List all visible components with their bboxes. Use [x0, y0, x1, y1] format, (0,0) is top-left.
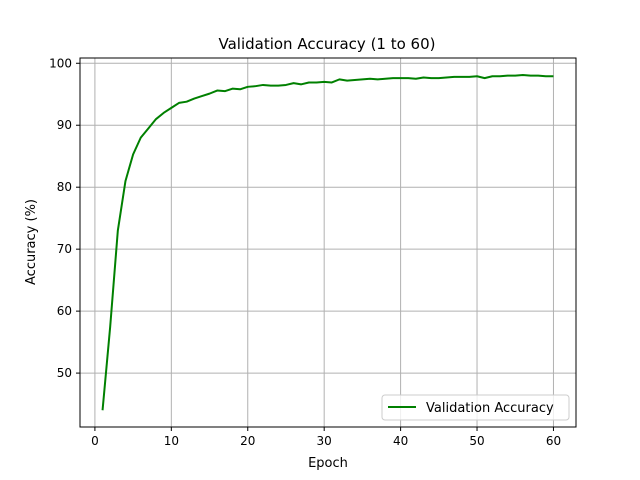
x-tick-label: 10 [164, 434, 179, 448]
y-tick-label: 70 [57, 242, 72, 256]
x-tick-label: 0 [91, 434, 99, 448]
legend: Validation Accuracy [381, 394, 570, 421]
legend-label: Validation Accuracy [426, 401, 554, 416]
y-tick-label: 60 [57, 304, 72, 318]
y-tick-label: 100 [49, 56, 72, 70]
legend-box [381, 394, 570, 421]
series-layer [101, 74, 554, 411]
y-axis-label: Accuracy (%) [24, 199, 39, 285]
plot-area [79, 57, 577, 428]
y-tick-label: 90 [57, 118, 72, 132]
x-tick-label: 30 [317, 434, 332, 448]
grid [80, 58, 576, 427]
series-line [101, 74, 554, 411]
x-tick-label: 50 [469, 434, 484, 448]
x-tick-label: 60 [546, 434, 561, 448]
axis-ticks: 0 10 20 30 40 50 60 50 60 70 80 90 100 [49, 56, 561, 448]
x-tick-label: 20 [240, 434, 255, 448]
chart-title: Validation Accuracy (1 to 60) [218, 35, 435, 53]
y-tick-label: 50 [57, 366, 72, 380]
x-tick-label: 40 [393, 434, 408, 448]
y-tick-label: 80 [57, 180, 72, 194]
x-axis-label: Epoch [308, 456, 348, 471]
